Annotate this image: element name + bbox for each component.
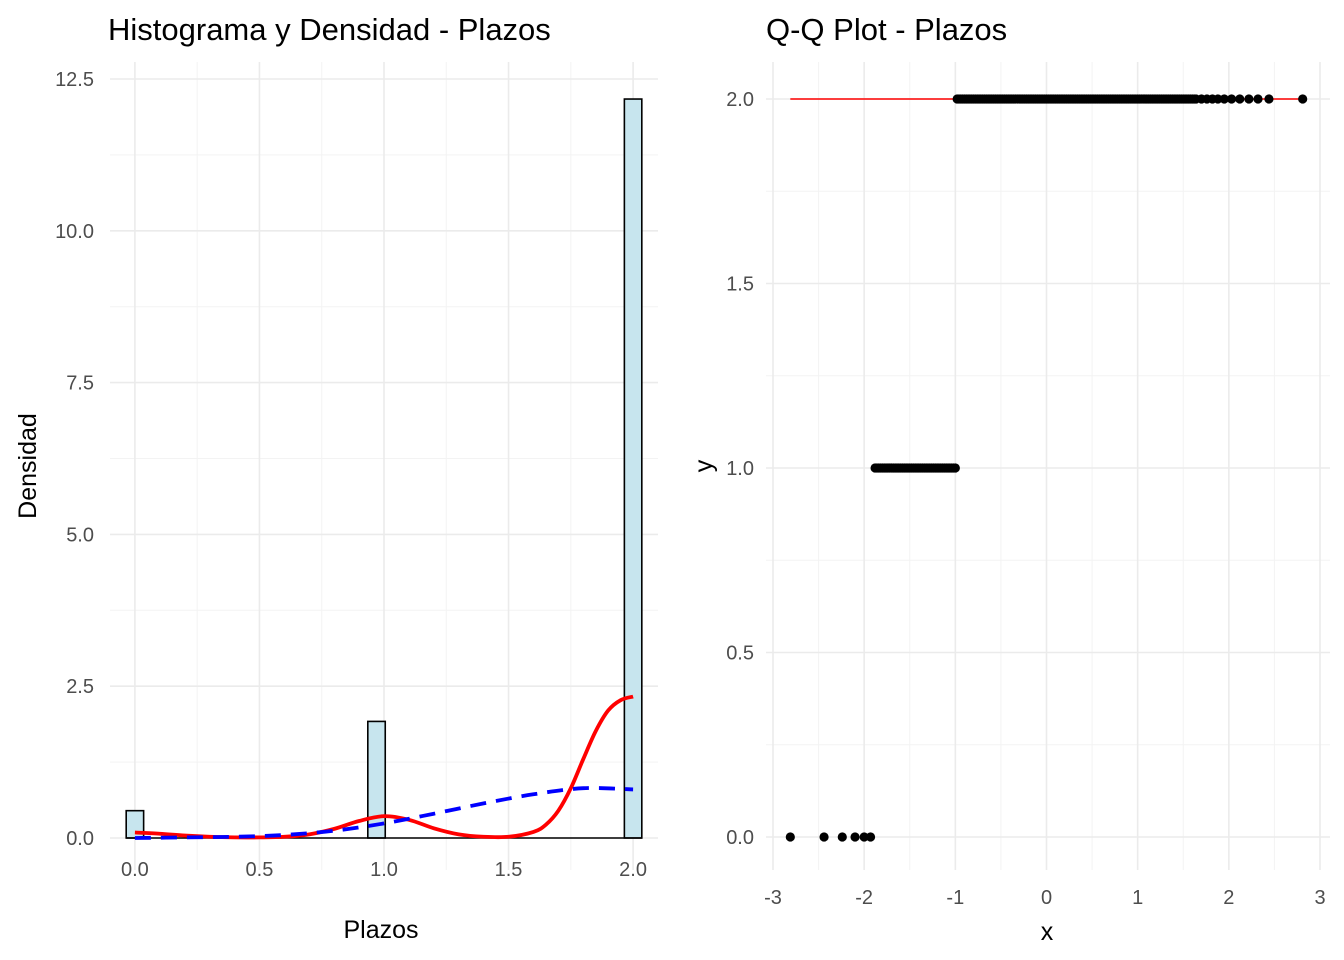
qq-x-axis-label: x — [1041, 918, 1054, 946]
histogram-x-tick-label: 2.0 — [619, 859, 647, 881]
histogram-x-tick-label: 0.0 — [121, 859, 149, 881]
qq-x-tick-label: 0 — [1041, 887, 1052, 909]
histogram-bar-1 — [367, 720, 387, 839]
qq-x-tick-label: 2 — [1223, 887, 1234, 909]
qq-point — [850, 832, 860, 842]
histogram-x-tick-label: 1.0 — [370, 859, 398, 881]
histogram-y-tick-label: 12.5 — [55, 69, 94, 91]
qq-point — [1219, 94, 1229, 104]
qq-point — [1213, 94, 1223, 104]
qq-point — [837, 832, 847, 842]
qq-point — [1264, 94, 1274, 104]
qq-y-tick-label: 0.0 — [726, 827, 754, 849]
density-line-solid — [134, 694, 634, 840]
qq-y-tick-label: 1.5 — [726, 274, 754, 296]
histogram-x-axis-label: Plazos — [343, 916, 418, 944]
qq-x-tick-label: -1 — [946, 887, 964, 909]
qq-y-tick-label: 2.0 — [726, 89, 754, 111]
histogram-x-tick-label: 0.5 — [246, 859, 274, 881]
histogram-title: Histograma y Densidad - Plazos — [108, 12, 551, 47]
qq-point — [1244, 94, 1254, 104]
histogram-y-tick-label: 2.5 — [66, 676, 94, 698]
qq-point — [1298, 94, 1308, 104]
qq-x-tick-label: -2 — [855, 887, 873, 909]
qq-y-tick-label: 0.5 — [726, 643, 754, 665]
histogram-density-lines — [134, 694, 634, 840]
histogram-y-axis-label: Densidad — [14, 413, 42, 519]
qq-point — [1226, 94, 1237, 104]
histogram-x-tick-label: 1.5 — [495, 859, 523, 881]
qq-x-tick-label: 1 — [1132, 887, 1143, 909]
qq-x-tick-label: -3 — [764, 887, 782, 909]
qq-y-axis-label: y — [690, 459, 718, 472]
qq-point — [950, 463, 960, 473]
histogram-bar-2 — [623, 98, 643, 839]
histogram-y-tick-label: 0.0 — [66, 828, 94, 850]
qq-plot-panel: -3 -2 -1 0 1 2 3 0.0 0.5 1.0 1.5 2.0 Q-Q Plot - Pla… — [690, 12, 1330, 946]
qq-point — [859, 832, 869, 842]
histogram-y-tick-label: 10.0 — [55, 221, 94, 243]
qq-x-tick-label: 3 — [1314, 887, 1325, 909]
histogram-y-tick-label: 5.0 — [66, 524, 94, 546]
qq-point — [865, 832, 876, 842]
qq-point — [1235, 94, 1245, 104]
qq-point — [819, 832, 829, 842]
histogram-panel: 0.0 0.5 1.0 1.5 2.0 0.0 2.5 5.0 7.5 10.0 12.5 Hist… — [14, 12, 658, 944]
qq-grid — [766, 62, 1330, 870]
histogram-tick-labels: 0.0 0.5 1.0 1.5 2.0 0.0 2.5 5.0 7.5 10.0 12.5 — [55, 69, 647, 881]
qq-y-tick-label: 1.0 — [726, 458, 754, 480]
qq-point — [1253, 94, 1263, 104]
qq-title: Q-Q Plot - Plazos — [766, 12, 1007, 47]
histogram-y-tick-label: 7.5 — [66, 373, 94, 395]
density-line-dashed — [134, 786, 634, 840]
qq-tick-labels: -3 -2 -1 0 1 2 3 0.0 0.5 1.0 1.5 2.0 — [726, 89, 1325, 909]
qq-points — [785, 94, 1308, 842]
qq-point — [785, 832, 795, 842]
